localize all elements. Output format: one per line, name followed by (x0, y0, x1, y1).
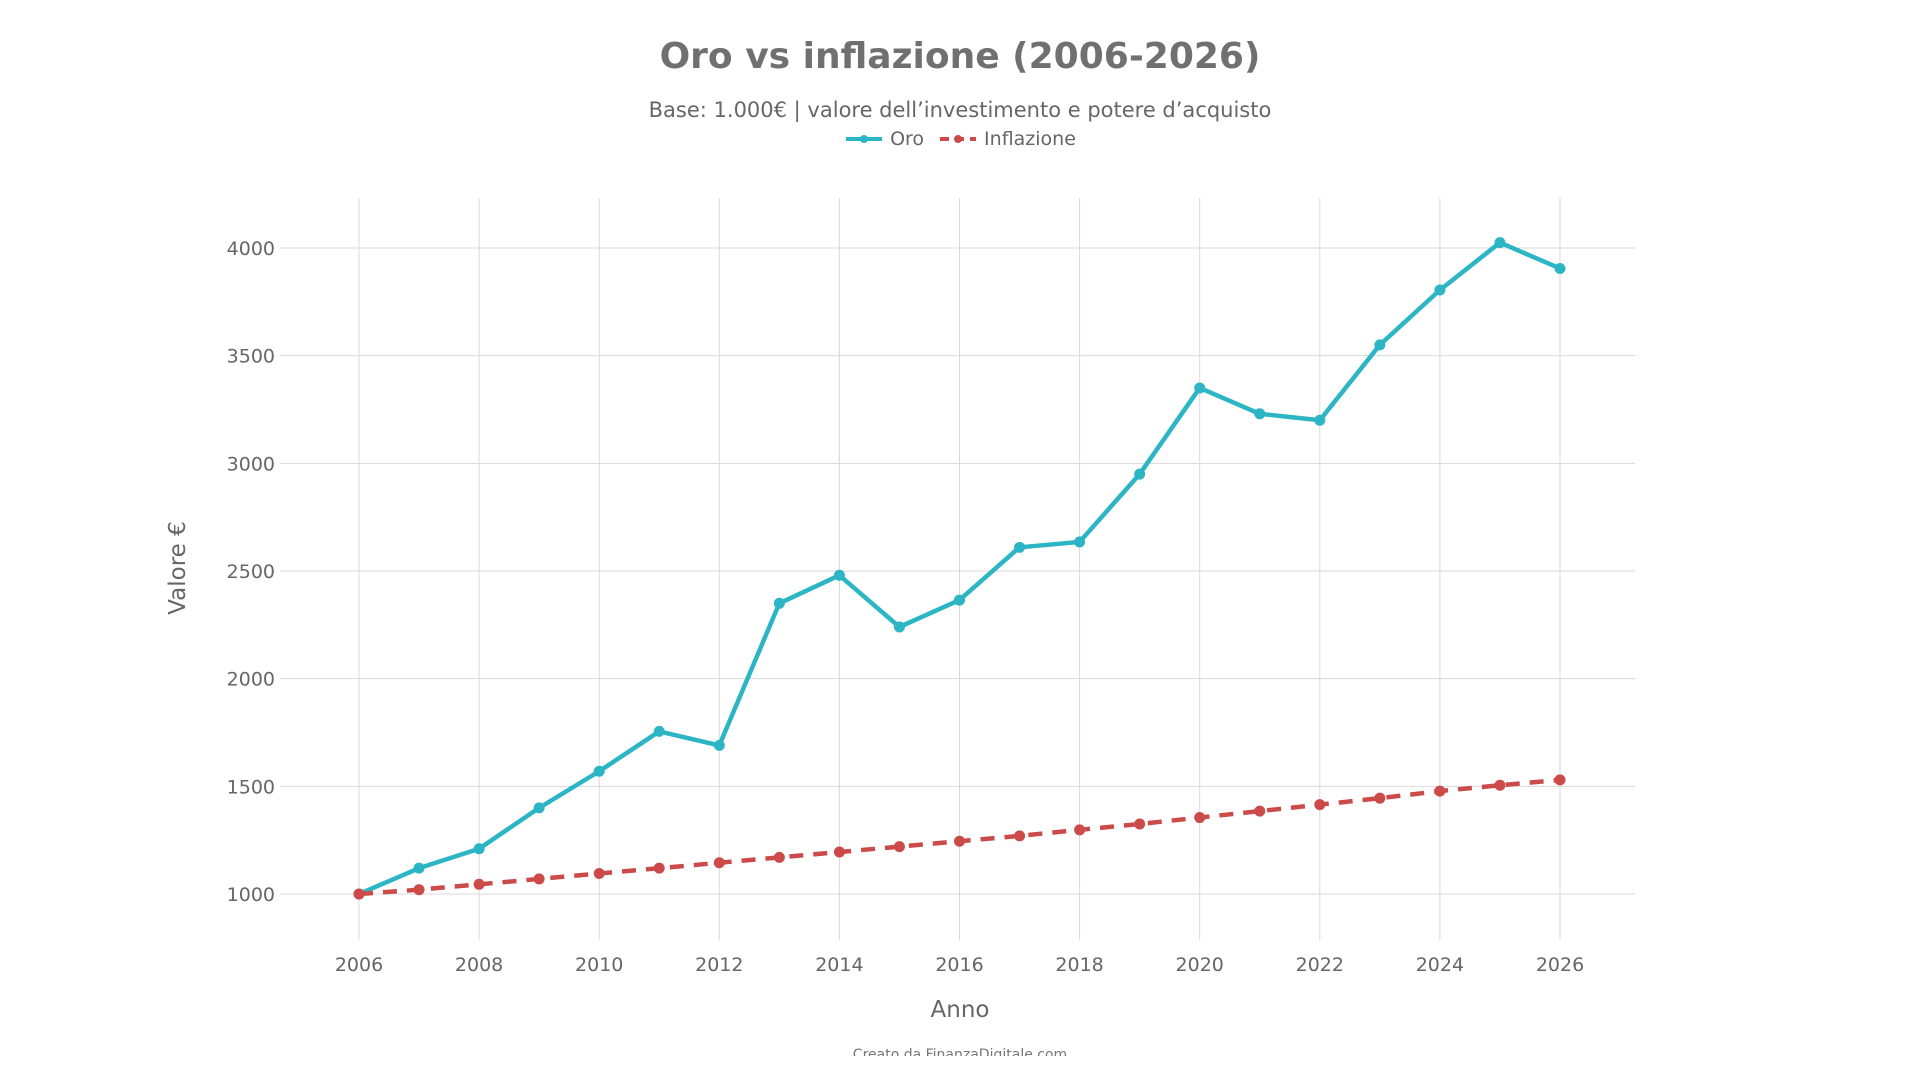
data-point-inflazione[interactable] (954, 835, 965, 847)
y-tick-label: 2500 (227, 561, 275, 583)
y-tick-label: 2000 (227, 669, 275, 691)
data-point-inflazione[interactable] (593, 868, 605, 880)
chart-title: Oro vs inflazione (2006-2026) (659, 36, 1261, 77)
series-layer (353, 237, 1566, 900)
data-point-oro[interactable] (473, 843, 485, 855)
data-point-inflazione[interactable] (1374, 792, 1386, 804)
data-point-inflazione[interactable] (1434, 785, 1446, 797)
data-point-oro[interactable] (833, 569, 845, 581)
x-tick-label: 2016 (935, 954, 983, 976)
legend-item-oro[interactable]: Oro (844, 128, 924, 150)
chart-subtitle: Base: 1.000€ | valore dell’investimento … (648, 98, 1272, 122)
data-point-inflazione[interactable] (1074, 824, 1086, 836)
x-tick-label: 2018 (1055, 954, 1103, 976)
x-tick-label: 2006 (335, 954, 383, 976)
data-point-oro[interactable] (1254, 408, 1266, 420)
x-axis-title: Anno (931, 997, 990, 1023)
y-tick-label: 3500 (227, 346, 275, 368)
data-point-inflazione[interactable] (1254, 805, 1266, 817)
legend: Oro Inflazione (0, 128, 1920, 150)
x-tick-label: 2012 (695, 954, 743, 976)
data-point-oro[interactable] (413, 862, 425, 874)
y-tick-label: 3000 (227, 453, 275, 475)
x-tick-label: 2014 (815, 954, 863, 976)
y-tick-label: 4000 (227, 238, 275, 260)
data-point-oro[interactable] (1374, 339, 1386, 351)
legend-swatch-oro (846, 135, 883, 143)
legend-label-oro: Oro (890, 128, 925, 150)
x-tick-label: 2022 (1296, 954, 1344, 976)
data-point-oro[interactable] (773, 597, 785, 609)
data-point-oro[interactable] (1434, 284, 1446, 296)
data-point-inflazione[interactable] (1314, 799, 1326, 811)
data-point-oro[interactable] (653, 725, 665, 737)
grid (280, 198, 1635, 940)
y-tick-label: 1000 (227, 884, 275, 906)
data-point-inflazione[interactable] (893, 841, 905, 853)
tick-labels: 2006 2008 2010 2012 2014 2016 2018 2020 2022 2024… (227, 238, 1585, 976)
x-tick-label: 2024 (1416, 954, 1464, 976)
x-tick-label: 2010 (575, 954, 623, 976)
data-point-inflazione[interactable] (1554, 774, 1566, 786)
x-tick-label: 2020 (1176, 954, 1224, 976)
data-point-inflazione[interactable] (1494, 779, 1506, 791)
footer-credit: Creato da FinanzaDigitale.com (852, 1047, 1068, 1056)
legend-swatch-inflazione (940, 135, 977, 143)
data-point-inflazione[interactable] (1194, 812, 1206, 824)
data-point-inflazione[interactable] (473, 878, 485, 890)
data-point-inflazione[interactable] (713, 857, 725, 869)
data-point-oro[interactable] (1134, 468, 1146, 480)
data-point-oro[interactable] (954, 594, 965, 606)
x-tick-label: 2026 (1536, 954, 1584, 976)
data-point-oro[interactable] (1074, 536, 1086, 548)
data-point-oro[interactable] (1014, 541, 1026, 553)
data-point-inflazione[interactable] (353, 888, 365, 900)
data-point-oro[interactable] (593, 765, 605, 777)
data-point-inflazione[interactable] (533, 873, 545, 885)
data-point-inflazione[interactable] (833, 846, 845, 858)
data-point-oro[interactable] (713, 739, 725, 751)
y-tick-label: 1500 (227, 776, 275, 798)
data-point-inflazione[interactable] (1134, 818, 1146, 830)
legend-label-inflazione: Inflazione (984, 128, 1076, 150)
data-point-oro[interactable] (893, 621, 905, 633)
data-point-oro[interactable] (1554, 262, 1566, 274)
data-point-inflazione[interactable] (1014, 830, 1026, 842)
y-axis-title: Valore € (165, 521, 191, 615)
data-point-oro[interactable] (1194, 382, 1206, 394)
data-point-oro[interactable] (533, 802, 545, 814)
data-point-oro[interactable] (1494, 237, 1506, 249)
data-point-inflazione[interactable] (413, 884, 425, 896)
x-tick-label: 2008 (455, 954, 503, 976)
data-point-inflazione[interactable] (773, 851, 785, 863)
legend-item-inflazione[interactable]: Inflazione (938, 128, 1076, 150)
data-point-inflazione[interactable] (653, 862, 665, 874)
data-point-oro[interactable] (1314, 414, 1326, 426)
